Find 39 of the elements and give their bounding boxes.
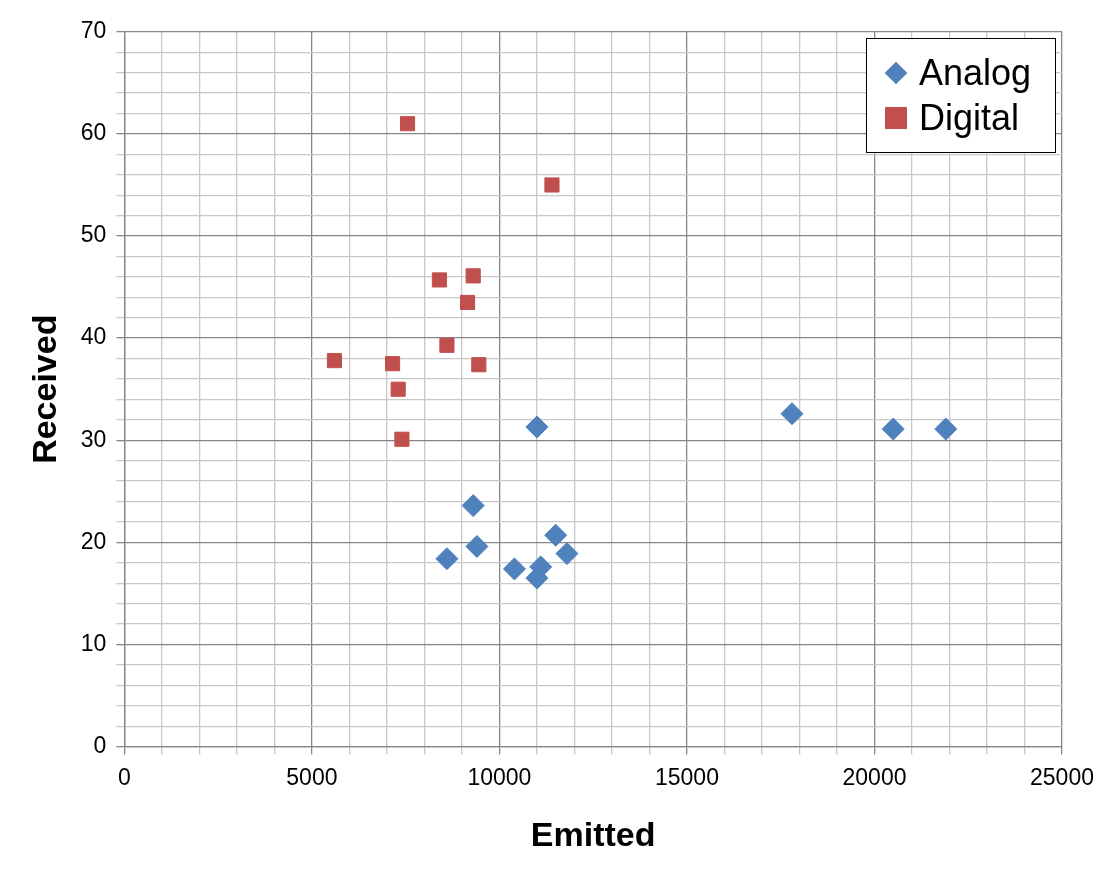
y-tick-label: 50 [80, 221, 107, 248]
point [399, 116, 416, 132]
y-tick-label: 40 [80, 323, 107, 350]
point [431, 272, 447, 288]
x-tick-label: 15000 [654, 763, 719, 790]
y-tick-label: 0 [93, 731, 107, 758]
point [384, 356, 401, 372]
point [934, 417, 958, 441]
x-tick-label: 20000 [842, 763, 907, 790]
point [502, 557, 526, 581]
y-axis-title: Received [24, 314, 63, 464]
point [544, 177, 560, 193]
legend-label: Digital [919, 97, 1020, 139]
y-tick-label: 60 [80, 119, 107, 146]
point [471, 357, 487, 373]
y-tick-label: 20 [80, 527, 107, 554]
y-tick-label: 10 [80, 629, 107, 656]
point [435, 547, 459, 571]
point [326, 353, 342, 369]
point [394, 431, 410, 447]
point [780, 402, 804, 426]
x-tick-label: 25000 [1030, 763, 1095, 790]
y-tick-label: 30 [80, 425, 107, 452]
x-axis-title: Emitted [530, 814, 656, 853]
point [465, 534, 489, 558]
x-tick-label: 5000 [286, 763, 338, 790]
point [555, 542, 579, 566]
x-tick-label: 0 [117, 763, 131, 790]
point [390, 381, 406, 397]
point [459, 294, 476, 310]
point [544, 523, 568, 547]
point [461, 494, 485, 518]
point [881, 417, 905, 441]
point [525, 415, 549, 439]
point [439, 337, 455, 353]
point [465, 268, 481, 284]
y-tick-label: 70 [80, 17, 107, 44]
x-tick-label: 10000 [467, 763, 532, 790]
legend-label: Analog [919, 51, 1032, 93]
